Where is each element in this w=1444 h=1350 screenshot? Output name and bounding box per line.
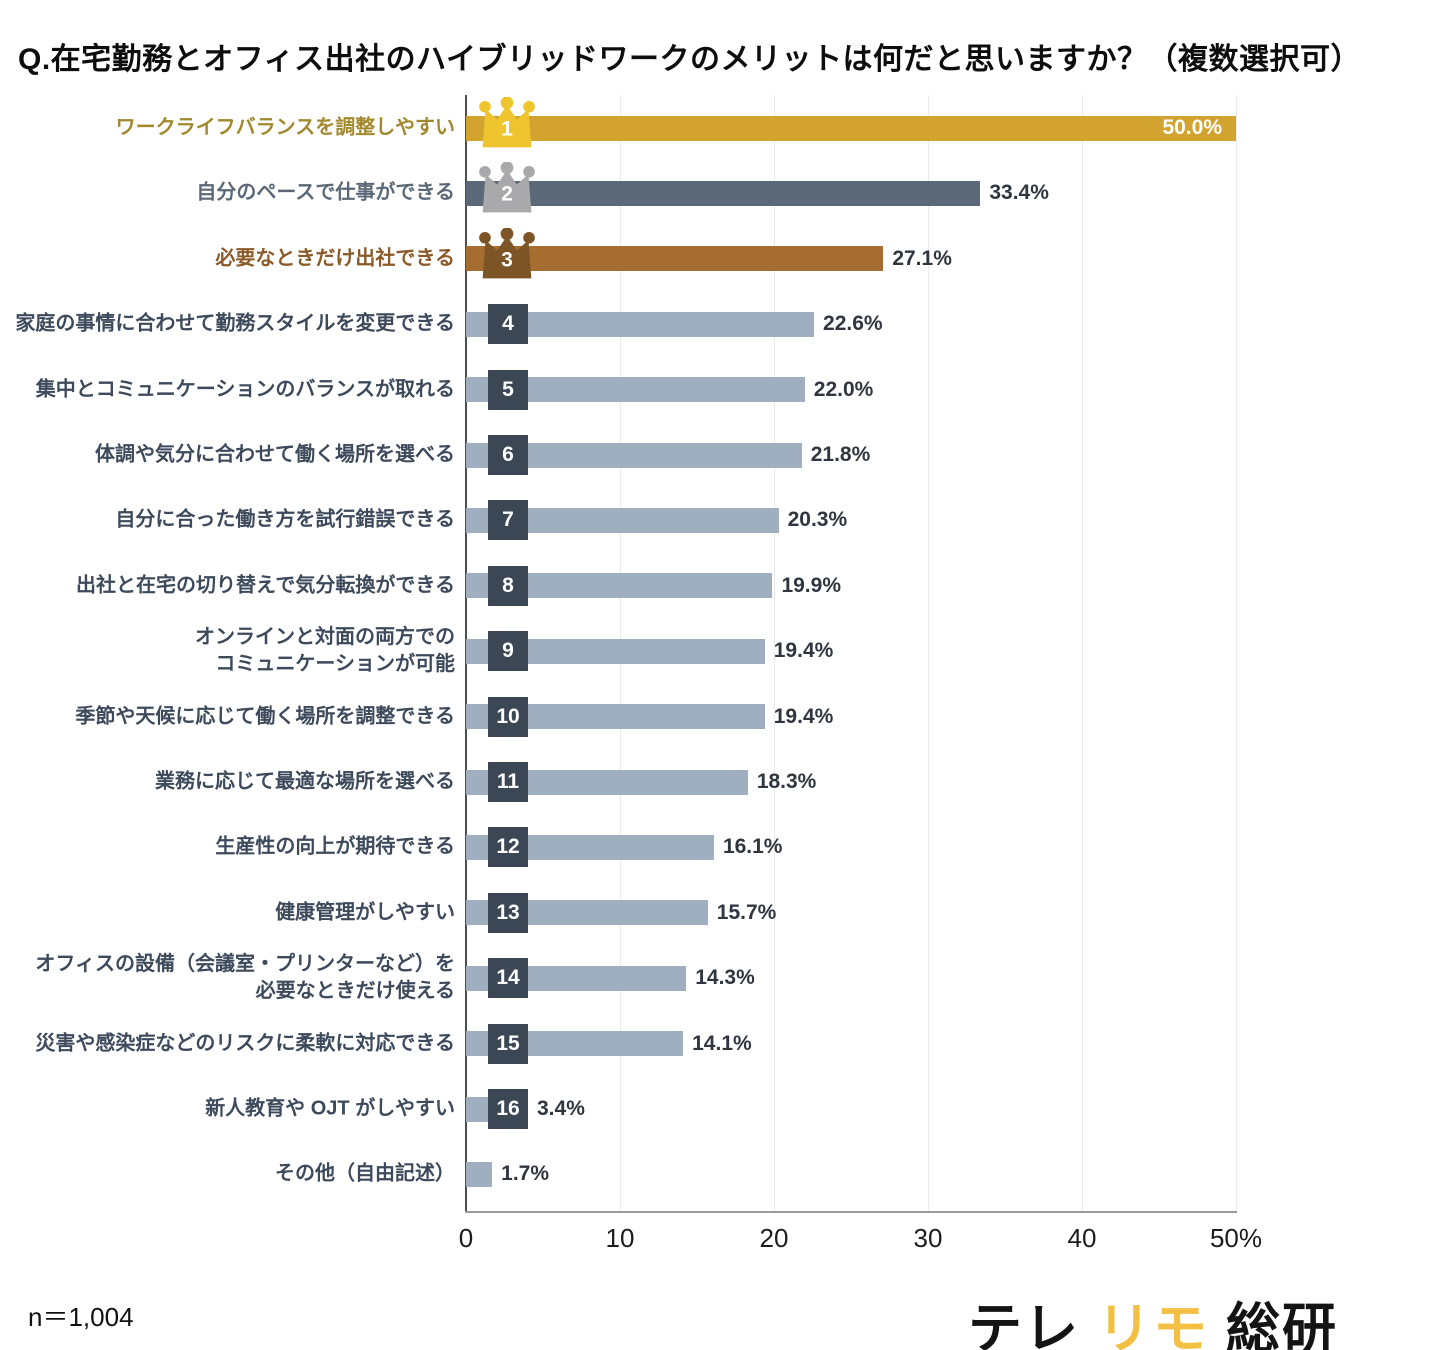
gridline (1082, 95, 1083, 1211)
value-label: 33.4% (989, 181, 1049, 205)
value-label: 14.1% (692, 1031, 752, 1055)
brand-logo: テレ リモ 総研 (968, 1284, 1338, 1350)
value-label: 20.3% (787, 508, 848, 532)
rank-badge: 12 (488, 827, 528, 868)
category-label: 自分のペースで仕事ができる (196, 181, 455, 204)
category-label: 集中とコミュニケーションのバランスが取れる (35, 378, 455, 401)
bar (466, 115, 1236, 141)
category-label: 体調や気分に合わせて働く場所を選べる (95, 443, 455, 466)
value-label: 3.4% (537, 1097, 585, 1120)
x-axis-tick-label: 40 (1067, 1223, 1097, 1253)
chart-title: Q.在宅勤務とオフィス出社のハイブリッドワークのメリットは何だと思いますか？（複… (18, 43, 1361, 76)
rank-badge: 4 (488, 304, 528, 345)
category-label: 健康管理がしやすい (275, 901, 455, 924)
x-axis-tick-label: 30 (913, 1223, 943, 1253)
gridline (928, 95, 929, 1211)
x-axis-tick-label: 0 (458, 1223, 474, 1253)
logo-text-prefix: テレ (968, 1299, 1080, 1350)
svg-text:1: 1 (501, 118, 513, 141)
bar (466, 180, 981, 206)
x-axis-tick-label: 20 (759, 1223, 789, 1253)
x-axis-line (465, 1211, 1237, 1213)
category-label: 家庭の事情に合わせて勤務スタイルを変更できる (15, 312, 455, 335)
category-label: 業務に応じて最適な場所を選べる (155, 770, 455, 793)
rank-badge: 15 (488, 1023, 528, 1064)
logo-text-suffix: 総研 (1226, 1299, 1339, 1350)
rank-badge: 11 (488, 762, 528, 802)
svg-text:3: 3 (501, 249, 513, 272)
category-label: その他（自由記述） (275, 1162, 455, 1185)
category-label: 必要なときだけ出社できる (215, 247, 455, 270)
gridline (1236, 95, 1237, 1211)
value-label: 16.1% (722, 835, 783, 859)
value-label: 50.0% (1162, 116, 1222, 139)
value-label: 21.8% (810, 443, 871, 466)
category-label: 災害や感染症などのリスクに柔軟に対応できる (35, 1032, 455, 1055)
value-label: 15.7% (716, 900, 777, 924)
rank-badge: 8 (488, 565, 528, 606)
rank-badge: 9 (488, 631, 528, 672)
value-label: 19.4% (773, 704, 834, 728)
value-label: 14.3% (695, 966, 755, 990)
category-label: 生産性の向上が期待できる (215, 835, 455, 858)
category-label: ワークライフバランスを調整しやすい (115, 116, 455, 139)
logo-text-accent: リモ (1097, 1299, 1210, 1350)
rank-badge: 10 (488, 696, 528, 737)
category-label: 出社と在宅の切り替えで気分転換ができる (76, 574, 455, 597)
category-label: オンラインと対面の両方での コミュニケーションが可能 (195, 626, 455, 676)
value-label: 1.7% (501, 1162, 550, 1186)
value-label: 22.0% (813, 377, 874, 401)
rank-crown-gold: 1 (478, 97, 536, 149)
rank-badge: 14 (488, 958, 528, 999)
rank-badge: 13 (488, 892, 528, 933)
rank-badge: 7 (488, 500, 528, 541)
sample-size-label: n＝1,004 (28, 1302, 134, 1332)
value-label: 19.9% (781, 573, 841, 597)
value-label: 18.3% (756, 770, 817, 793)
bar (466, 246, 884, 272)
gridline (774, 95, 775, 1211)
x-axis-tick-label: 10 (605, 1223, 635, 1253)
rank-crown-bronze: 3 (478, 227, 536, 280)
category-label: オフィスの設備（会議室・プリンターなど）を 必要なときだけ使える (35, 953, 455, 1003)
value-label: 27.1% (892, 246, 952, 270)
rank-badge: 6 (488, 435, 528, 475)
category-label: 季節や天候に応じて働く場所を調整できる (75, 705, 455, 728)
value-label: 22.6% (823, 312, 883, 336)
rank-crown-silver: 2 (478, 162, 536, 214)
svg-text:2: 2 (501, 183, 513, 206)
rank-badge: 16 (488, 1089, 528, 1129)
bar (466, 1161, 493, 1187)
x-axis-tick-label: 50% (1209, 1223, 1263, 1253)
category-label: 新人教育や OJT がしやすい (205, 1097, 455, 1120)
category-label: 自分に合った働き方を試行錯誤できる (115, 508, 455, 531)
rank-badge: 5 (488, 369, 528, 410)
value-label: 19.4% (773, 639, 834, 663)
